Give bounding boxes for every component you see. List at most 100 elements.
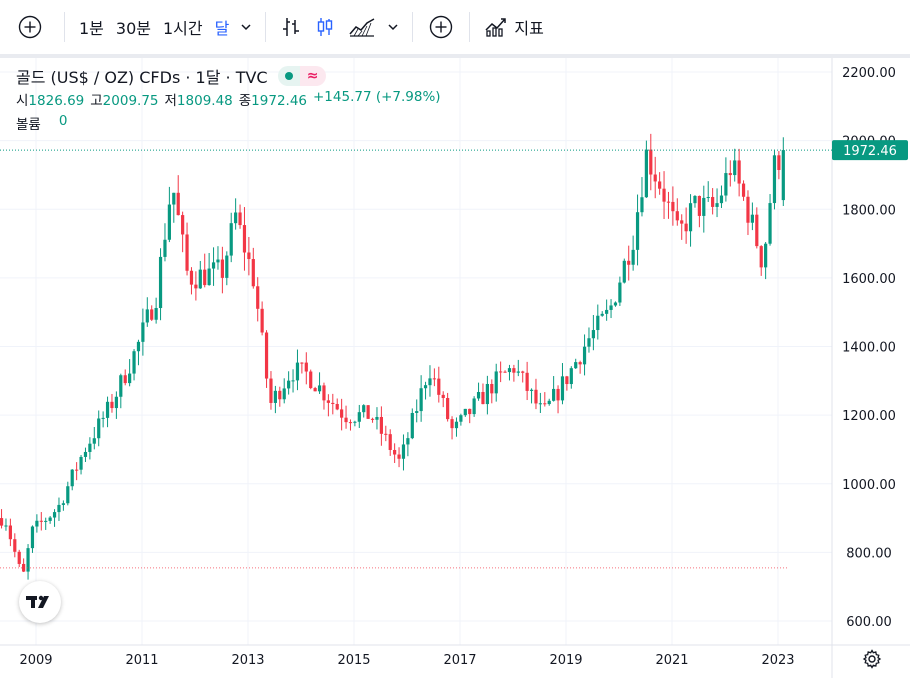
candle-body [503, 371, 507, 373]
candle-body [158, 256, 163, 309]
candle-body [119, 375, 123, 397]
candle-body [702, 197, 706, 216]
candle-body [353, 421, 357, 423]
candle-body [313, 388, 317, 392]
toolbar-divider [469, 12, 471, 42]
candle-body [777, 155, 781, 170]
candle-body [459, 415, 463, 422]
candle-body [476, 391, 481, 399]
candle-body [326, 400, 330, 403]
candle-body [441, 394, 445, 399]
candle-body [587, 338, 591, 347]
time-tick-label: 2019 [549, 653, 582, 668]
interval-dropdown-button[interactable] [235, 10, 257, 44]
last-price-label: 1972.46 [843, 144, 897, 159]
candle-body [30, 526, 35, 549]
candle-body [684, 223, 688, 232]
symbol-title[interactable]: 골드 (US$ / OZ) CFDs · 1달 · TVC [16, 68, 268, 87]
candle-body [401, 444, 406, 459]
candle-body [635, 212, 640, 250]
change-value: +145.77 (+7.98%) [313, 89, 441, 105]
interval-30m-button[interactable]: 30분 [115, 19, 151, 38]
candle-body [287, 380, 291, 389]
last-price-tag [832, 140, 908, 161]
candle-body [759, 246, 763, 268]
candle-body [481, 391, 485, 405]
candle-body [671, 201, 675, 212]
candle-body [437, 378, 441, 395]
candle-body [675, 211, 679, 221]
volume-value: 0 [58, 113, 68, 129]
candle-body [419, 388, 423, 412]
bar-chart-type-button[interactable] [274, 10, 308, 44]
price-tick-label: 1600.00 [842, 272, 896, 287]
candle-body [291, 380, 295, 382]
candle-body [388, 434, 392, 450]
price-chart[interactable]: 600.00 800.00 1000.00 1200.00 1400.00 1600.00… [0, 58, 910, 678]
delayed-data-icon: ≈ [299, 66, 326, 86]
candle-body [344, 417, 348, 423]
candle-body [357, 412, 361, 422]
candle-body [512, 368, 516, 373]
candle-body [242, 225, 247, 253]
time-tick-label: 2023 [761, 653, 794, 668]
candle-body [238, 212, 242, 226]
candles-chart-type-button[interactable] [308, 10, 342, 44]
open-value: 1826.69 [28, 93, 85, 109]
candle-body [295, 362, 300, 381]
candle-body [88, 443, 92, 452]
candle-body [70, 469, 74, 487]
candle-body [317, 385, 322, 392]
interval-1h-button[interactable]: 1시간 [163, 19, 203, 38]
candle-body [446, 398, 450, 420]
tradingview-logo[interactable] [19, 581, 61, 623]
indicators-button[interactable]: 지표 [478, 10, 549, 44]
candle-body [370, 418, 375, 420]
candle-body [450, 419, 454, 429]
candle-body [521, 371, 525, 373]
candle-body [644, 149, 648, 198]
candle-body [631, 249, 635, 265]
candle-body [574, 362, 578, 369]
candle-body [207, 268, 211, 286]
toolbar-divider [64, 12, 65, 42]
time-tick-label: 2011 [125, 653, 158, 668]
market-status-pill[interactable]: ≈ [277, 66, 326, 86]
candle-body [26, 548, 30, 572]
low-value: 1809.48 [176, 93, 233, 109]
candle-body [348, 422, 353, 424]
toolbar-divider [412, 12, 414, 42]
candle-body [189, 270, 194, 285]
add-symbol-button[interactable] [10, 10, 50, 44]
candle-body [66, 486, 70, 504]
plus-circle-icon [430, 15, 453, 39]
candle-body [251, 259, 255, 287]
candle-body [711, 197, 715, 207]
chart-type-dropdown-button[interactable] [382, 10, 404, 44]
area-chart-type-button[interactable] [342, 10, 382, 44]
candle-body [110, 401, 114, 409]
chevron-down-icon [388, 24, 398, 31]
candle-body [331, 402, 335, 404]
candle-body [247, 252, 251, 260]
candle-body [150, 309, 154, 320]
candle-body [0, 518, 4, 526]
interval-1m-button[interactable]: 1분 [79, 19, 104, 38]
time-tick-label: 2017 [443, 653, 476, 668]
ohlc-values: 시1826.69 고2009.75 저1809.48 종1972.46 +145… [16, 89, 441, 109]
candle-body [22, 563, 26, 572]
time-tick-label: 2015 [337, 653, 370, 668]
candle-body [384, 433, 388, 435]
candle-body [393, 449, 397, 455]
legend: 골드 (US$ / OZ) CFDs · 1달 · TVC ≈ 시1826.69… [16, 64, 441, 133]
candle-body [185, 234, 189, 271]
candle-body [688, 203, 693, 232]
candle-body [472, 398, 476, 415]
candle-body [375, 416, 379, 420]
toolbar-divider [265, 12, 267, 42]
chart-settings-button[interactable] [860, 647, 884, 671]
compare-symbol-button[interactable] [421, 10, 461, 44]
close-value: 1972.46 [251, 93, 307, 109]
candle-body [79, 456, 83, 470]
interval-1month-button[interactable]: 달 [214, 19, 230, 38]
